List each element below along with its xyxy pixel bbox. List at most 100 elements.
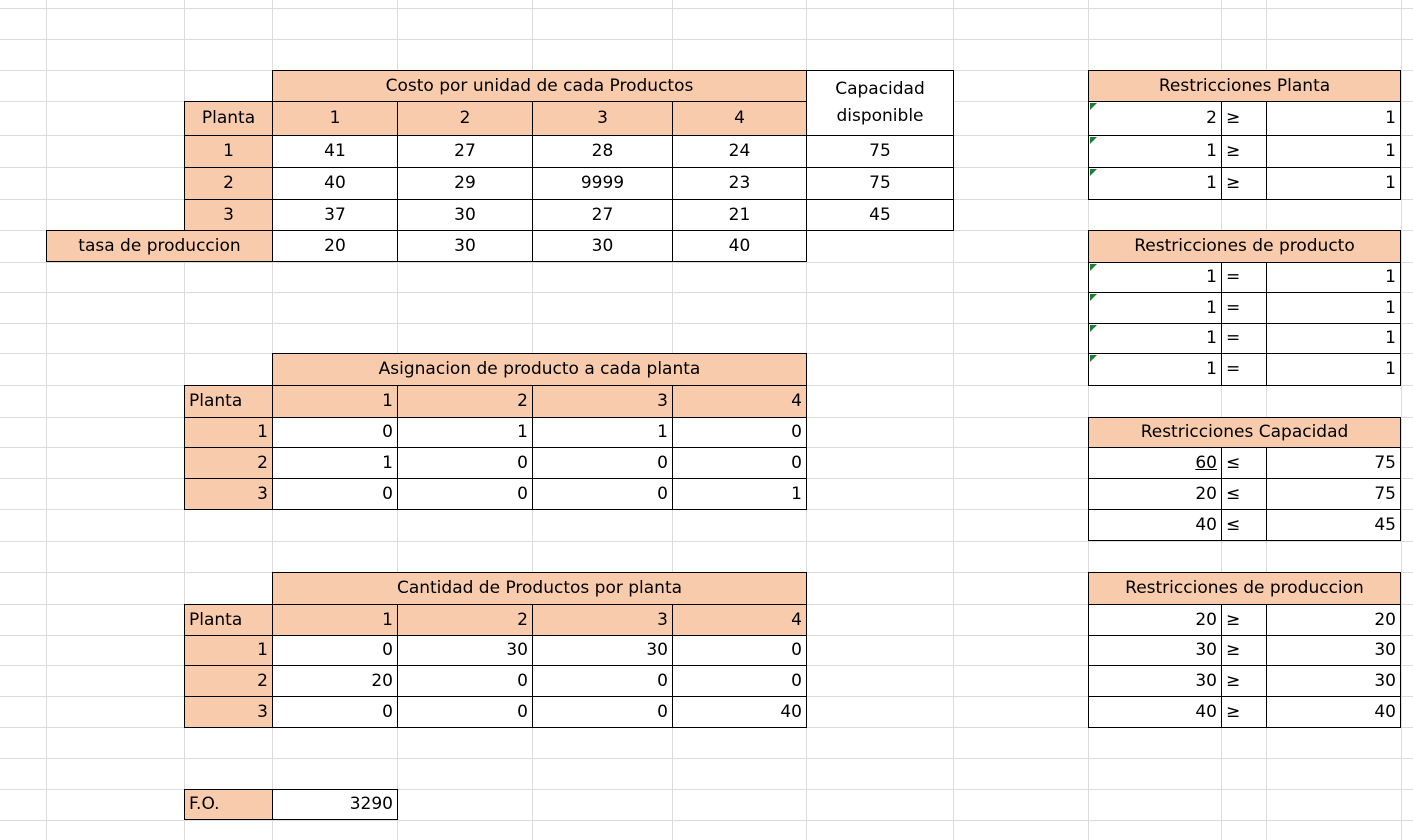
restr-product-operator[interactable]: = xyxy=(1221,353,1267,386)
assignment-cell[interactable]: 1 xyxy=(397,417,533,448)
quantity-cell[interactable]: 40 xyxy=(672,696,807,728)
restr-capacity-operator[interactable]: ≤ xyxy=(1221,478,1267,510)
production-rate-label[interactable]: tasa de produccion xyxy=(46,230,273,262)
restr-plant-lhs[interactable]: 2 xyxy=(1088,101,1222,136)
restr-capacity-operator[interactable]: ≤ xyxy=(1221,509,1267,541)
restr-capacity-rhs[interactable]: 45 xyxy=(1266,509,1401,541)
assignment-product-header[interactable]: 2 xyxy=(397,385,533,418)
cost-cell[interactable]: 27 xyxy=(532,199,673,231)
assignment-plant-header[interactable]: Planta xyxy=(184,385,273,418)
capacity-cell[interactable]: 75 xyxy=(806,135,954,168)
restr-product-operator[interactable]: = xyxy=(1221,323,1267,354)
cost-product-header[interactable]: 2 xyxy=(397,101,533,136)
objective-value[interactable]: 3290 xyxy=(272,789,398,820)
quantity-table-title[interactable]: Cantidad de Productos por planta xyxy=(272,572,807,605)
restr-capacity-rhs[interactable]: 75 xyxy=(1266,447,1401,479)
quantity-cell[interactable]: 0 xyxy=(672,665,807,697)
quantity-plant-header[interactable]: Planta xyxy=(184,604,273,636)
restr-capacity-title[interactable]: Restricciones Capacidad xyxy=(1088,417,1401,448)
cost-cell[interactable]: 9999 xyxy=(532,167,673,200)
rate-cell[interactable]: 20 xyxy=(272,230,398,262)
restr-product-title[interactable]: Restricciones de producto xyxy=(1088,230,1401,263)
quantity-cell[interactable]: 30 xyxy=(532,635,673,666)
quantity-cell[interactable]: 0 xyxy=(397,696,533,728)
rate-cell[interactable]: 30 xyxy=(532,230,673,262)
restr-plant-operator[interactable]: ≥ xyxy=(1221,135,1267,168)
cost-cell[interactable]: 29 xyxy=(397,167,533,200)
quantity-cell[interactable]: 0 xyxy=(672,635,807,666)
assignment-product-header[interactable]: 4 xyxy=(672,385,807,418)
capacity-cell[interactable]: 45 xyxy=(806,199,954,231)
restr-product-lhs[interactable]: 1 xyxy=(1088,323,1222,354)
cost-cell[interactable]: 27 xyxy=(397,135,533,168)
assignment-cell[interactable]: 0 xyxy=(672,447,807,479)
restr-product-rhs[interactable]: 1 xyxy=(1266,292,1401,324)
restr-production-operator[interactable]: ≥ xyxy=(1221,604,1267,636)
restr-production-rhs[interactable]: 20 xyxy=(1266,604,1401,636)
assignment-plant-label[interactable]: 3 xyxy=(184,478,273,510)
objective-label[interactable]: F.O. xyxy=(184,789,273,820)
cost-product-header[interactable]: 4 xyxy=(672,101,807,136)
quantity-cell[interactable]: 0 xyxy=(397,665,533,697)
restr-product-rhs[interactable]: 1 xyxy=(1266,353,1401,386)
cost-cell[interactable]: 37 xyxy=(272,199,398,231)
assignment-product-header[interactable]: 1 xyxy=(272,385,398,418)
assignment-cell[interactable]: 0 xyxy=(672,417,807,448)
assignment-product-header[interactable]: 3 xyxy=(532,385,673,418)
quantity-cell[interactable]: 30 xyxy=(397,635,533,666)
cost-cell[interactable]: 40 xyxy=(272,167,398,200)
cost-plant-label[interactable]: 3 xyxy=(184,199,273,231)
restr-plant-lhs[interactable]: 1 xyxy=(1088,135,1222,168)
cost-product-header[interactable]: 1 xyxy=(272,101,398,136)
quantity-plant-label[interactable]: 3 xyxy=(184,696,273,728)
restr-capacity-lhs[interactable]: 20 xyxy=(1088,478,1222,510)
assignment-cell[interactable]: 0 xyxy=(397,447,533,479)
quantity-cell[interactable]: 0 xyxy=(532,665,673,697)
restr-production-operator[interactable]: ≥ xyxy=(1221,665,1267,697)
cost-cell[interactable]: 21 xyxy=(672,199,807,231)
cost-cell[interactable]: 41 xyxy=(272,135,398,168)
restr-production-lhs[interactable]: 20 xyxy=(1088,604,1222,636)
quantity-cell[interactable]: 0 xyxy=(272,696,398,728)
cost-plant-label[interactable]: 2 xyxy=(184,167,273,200)
assignment-table-title[interactable]: Asignacion de producto a cada planta xyxy=(272,353,807,386)
restr-production-rhs[interactable]: 30 xyxy=(1266,635,1401,666)
restr-production-lhs[interactable]: 40 xyxy=(1088,696,1222,728)
quantity-product-header[interactable]: 3 xyxy=(532,604,673,636)
restr-production-lhs[interactable]: 30 xyxy=(1088,635,1222,666)
rate-cell[interactable]: 40 xyxy=(672,230,807,262)
restr-plant-rhs[interactable]: 1 xyxy=(1266,167,1401,200)
restr-production-operator[interactable]: ≥ xyxy=(1221,635,1267,666)
cost-cell[interactable]: 28 xyxy=(532,135,673,168)
cost-cell[interactable]: 30 xyxy=(397,199,533,231)
cost-plant-label[interactable]: 1 xyxy=(184,135,273,168)
restr-capacity-lhs[interactable]: 40 xyxy=(1088,509,1222,541)
restr-plant-operator[interactable]: ≥ xyxy=(1221,167,1267,200)
quantity-product-header[interactable]: 4 xyxy=(672,604,807,636)
restr-production-lhs[interactable]: 30 xyxy=(1088,665,1222,697)
quantity-plant-label[interactable]: 2 xyxy=(184,665,273,697)
restr-capacity-operator[interactable]: ≤ xyxy=(1221,447,1267,479)
quantity-cell[interactable]: 20 xyxy=(272,665,398,697)
cost-plant-header[interactable]: Planta xyxy=(184,101,273,136)
restr-plant-title[interactable]: Restricciones Planta xyxy=(1088,70,1401,102)
cost-cell[interactable]: 24 xyxy=(672,135,807,168)
assignment-cell[interactable]: 0 xyxy=(272,478,398,510)
restr-production-title[interactable]: Restricciones de produccion xyxy=(1088,572,1401,605)
quantity-cell[interactable]: 0 xyxy=(272,635,398,666)
restr-product-rhs[interactable]: 1 xyxy=(1266,262,1401,293)
quantity-cell[interactable]: 0 xyxy=(532,696,673,728)
restr-capacity-rhs[interactable]: 75 xyxy=(1266,478,1401,510)
restr-production-operator[interactable]: ≥ xyxy=(1221,696,1267,728)
restr-plant-lhs[interactable]: 1 xyxy=(1088,167,1222,200)
restr-product-lhs[interactable]: 1 xyxy=(1088,292,1222,324)
cost-table-title[interactable]: Costo por unidad de cada Productos xyxy=(272,70,807,102)
quantity-product-header[interactable]: 2 xyxy=(397,604,533,636)
restr-product-operator[interactable]: = xyxy=(1221,292,1267,324)
restr-production-rhs[interactable]: 40 xyxy=(1266,696,1401,728)
restr-plant-rhs[interactable]: 1 xyxy=(1266,135,1401,168)
assignment-plant-label[interactable]: 2 xyxy=(184,447,273,479)
assignment-cell[interactable]: 0 xyxy=(272,417,398,448)
restr-production-rhs[interactable]: 30 xyxy=(1266,665,1401,697)
